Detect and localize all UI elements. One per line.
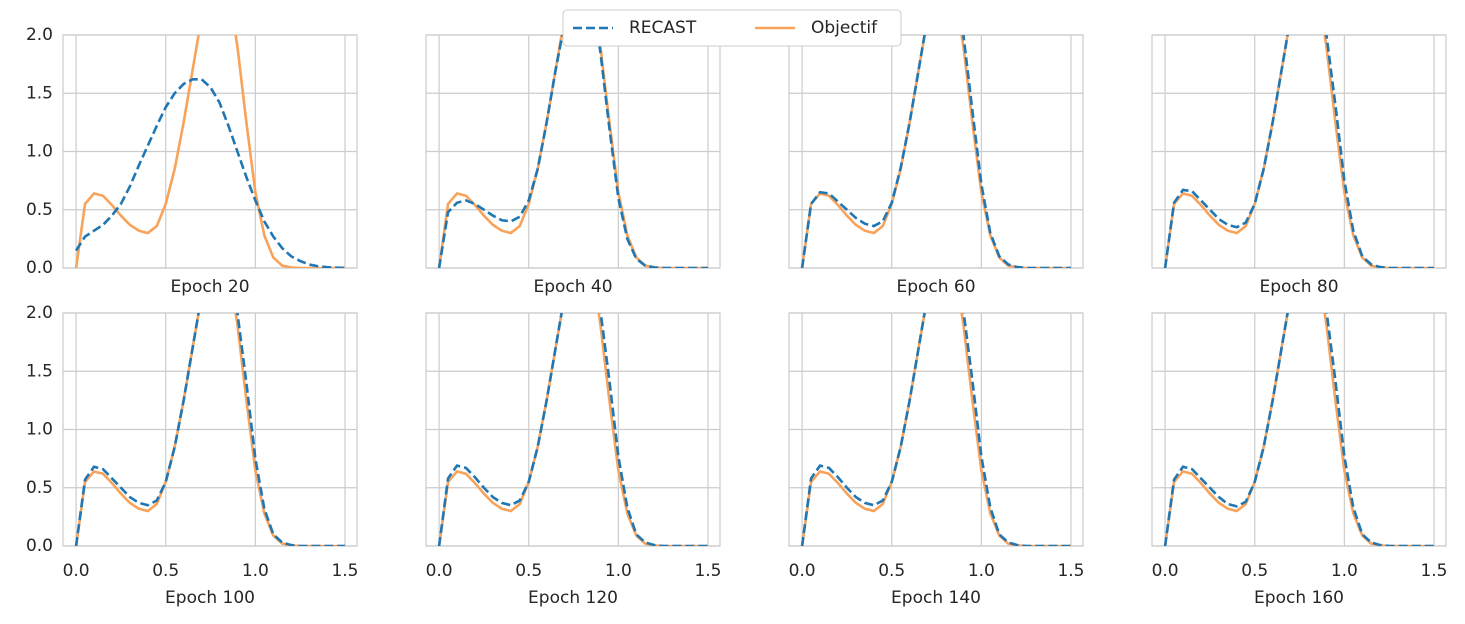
line-series <box>437 35 708 268</box>
plot-area <box>1163 313 1434 546</box>
subplot: 0.0 0.5 1.0 1.5 2.0 0.0 0.5 1.0 1.5 Epoch 100 <box>26 303 359 608</box>
y-tick-label: 0.0 <box>26 536 53 556</box>
x-tick-label: 1.5 <box>331 561 358 581</box>
line-series <box>74 35 345 268</box>
line-series <box>437 313 708 546</box>
line-series <box>1163 313 1434 546</box>
axes-frame <box>62 312 358 547</box>
x-tick-label: 0.5 <box>1241 561 1268 581</box>
x-tick-label: 0.0 <box>63 561 90 581</box>
x-axis-label: Epoch 120 <box>528 588 618 608</box>
line-series <box>1163 313 1434 546</box>
line-series <box>1163 35 1434 268</box>
y-tick-label: 1.5 <box>26 83 53 103</box>
legend-box <box>562 9 902 47</box>
line-series <box>800 35 1071 268</box>
subplot: 0.0 0.5 1.0 1.5 Epoch 120 <box>425 312 722 608</box>
y-tick-label: 0.5 <box>26 200 53 220</box>
line-series <box>437 313 708 546</box>
subplot: Epoch 60 <box>788 34 1084 297</box>
subplot: 0.0 0.5 1.0 1.5 2.0 Epoch 20 <box>26 25 358 297</box>
x-tick-label: 1.5 <box>694 561 721 581</box>
axes-frame <box>62 34 358 269</box>
x-axis-label: Epoch 80 <box>1259 277 1338 297</box>
plot-area <box>74 35 346 268</box>
y-tick-label: 2.0 <box>26 25 53 45</box>
y-tick-label: 0.0 <box>26 258 53 278</box>
x-tick-label: 0.5 <box>515 561 542 581</box>
plot-area <box>800 35 1071 268</box>
line-series <box>74 77 346 268</box>
line-series <box>74 313 345 546</box>
y-tick-label: 1.0 <box>26 142 53 162</box>
legend-label: Objectif <box>811 18 878 38</box>
plot-area <box>437 35 708 268</box>
plot-area <box>1163 35 1434 268</box>
subplot: 0.0 0.5 1.0 1.5 Epoch 160 <box>1151 312 1448 608</box>
line-series <box>800 313 1071 546</box>
x-tick-label: 1.5 <box>1420 561 1447 581</box>
y-tick-label: 2.0 <box>26 303 53 323</box>
plot-area <box>437 313 708 546</box>
x-tick-label: 0.5 <box>152 561 179 581</box>
x-tick-label: 0.0 <box>1152 561 1179 581</box>
x-axis-label: Epoch 140 <box>891 588 981 608</box>
line-series <box>74 313 345 546</box>
x-axis-label: Epoch 160 <box>1254 588 1344 608</box>
line-series <box>800 35 1071 268</box>
line-series <box>800 313 1071 546</box>
y-tick-label: 0.5 <box>26 478 53 498</box>
subplot: Epoch 40 <box>425 34 721 297</box>
axes-frame <box>788 34 1084 269</box>
plot-area <box>74 313 345 546</box>
subplot: Epoch 80 <box>1151 34 1447 297</box>
axes-frame <box>425 312 721 547</box>
line-series <box>437 35 708 268</box>
x-tick-label: 1.0 <box>968 561 995 581</box>
legend-label: RECAST <box>629 18 697 38</box>
axes-frame <box>788 312 1084 547</box>
line-series <box>1163 35 1434 268</box>
x-axis-label: Epoch 60 <box>896 277 975 297</box>
x-tick-label: 0.0 <box>789 561 816 581</box>
x-tick-label: 0.5 <box>878 561 905 581</box>
x-axis-label: Epoch 20 <box>170 277 249 297</box>
x-axis-label: Epoch 100 <box>165 588 255 608</box>
plot-area <box>800 313 1071 546</box>
x-tick-label: 1.0 <box>605 561 632 581</box>
y-tick-label: 1.5 <box>26 361 53 381</box>
x-tick-label: 1.5 <box>1057 561 1084 581</box>
x-tick-label: 0.0 <box>426 561 453 581</box>
legend: RECAST Objectif <box>562 9 902 47</box>
axes-frame <box>1151 312 1447 547</box>
x-tick-label: 1.0 <box>1331 561 1358 581</box>
y-tick-label: 1.0 <box>26 420 53 440</box>
x-tick-label: 1.0 <box>242 561 269 581</box>
axes-frame <box>1151 34 1447 269</box>
subplot: 0.0 0.5 1.0 1.5 Epoch 140 <box>788 312 1085 608</box>
x-axis-label: Epoch 40 <box>533 277 612 297</box>
